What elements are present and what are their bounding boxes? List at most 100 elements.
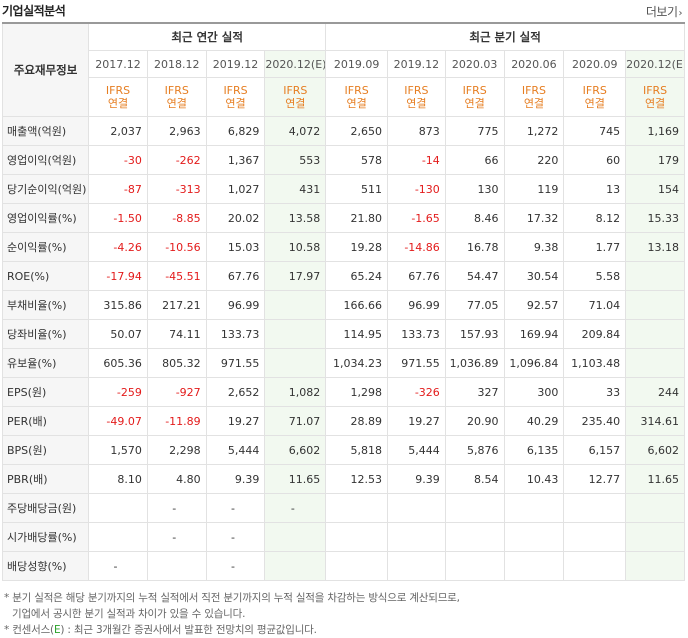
value-cell [264, 348, 327, 378]
value-cell: 2,650 [325, 116, 389, 146]
value-cell: 96.99 [387, 290, 446, 320]
value-cell: -11.89 [146, 406, 207, 436]
basis-cell: IFRS 연결 [444, 77, 505, 117]
value-cell [325, 551, 389, 581]
basis-ifrs: IFRS [642, 84, 668, 97]
basis-consolidated: 연결 [225, 97, 246, 110]
basis-consolidated: 연결 [644, 97, 666, 110]
value-cell: 60 [563, 145, 627, 175]
value-cell: -4.26 [88, 232, 148, 262]
value-cell: -30 [88, 145, 148, 175]
basis-cell: IFRS 연결 [325, 77, 389, 117]
value-cell: 6,157 [563, 435, 627, 465]
value-cell: 133.73 [387, 319, 446, 349]
value-cell: 1,082 [264, 377, 327, 407]
value-cell: 1,570 [88, 435, 148, 465]
value-cell: 220 [503, 145, 565, 175]
value-cell [88, 522, 148, 552]
value-cell [264, 290, 327, 320]
annual-period-header: 2017.12 [88, 50, 148, 78]
value-cell: - [205, 493, 266, 523]
value-cell [503, 551, 565, 581]
row-label: EPS(원) [1, 377, 90, 407]
value-cell: -14.86 [387, 232, 446, 262]
value-cell: 971.55 [387, 348, 446, 378]
value-cell: 65.24 [325, 261, 389, 291]
more-link[interactable]: 더보기› [645, 3, 683, 20]
value-cell: 33 [563, 377, 627, 407]
table-row: 배당성향(%) - - [1, 551, 685, 581]
value-cell: -17.94 [88, 261, 148, 291]
value-cell: -87 [88, 174, 148, 204]
value-cell: 1,169 [625, 116, 685, 146]
value-cell: 96.99 [205, 290, 266, 320]
value-cell: 805.32 [146, 348, 207, 378]
value-cell [625, 290, 685, 320]
value-cell [264, 319, 327, 349]
value-cell: 1,103.48 [563, 348, 627, 378]
table-row: 영업이익(억원) -30 -262 1,367 553 578 -14 66 220 60 179 [1, 145, 685, 175]
value-cell: 12.53 [325, 464, 389, 494]
value-cell: 244 [625, 377, 685, 407]
value-cell: 971.55 [205, 348, 266, 378]
value-cell [563, 522, 627, 552]
basis-ifrs: IFRS [223, 84, 248, 97]
value-cell: 169.94 [503, 319, 565, 349]
value-cell: 40.29 [503, 406, 565, 436]
value-cell: 71.04 [563, 290, 627, 320]
value-cell: - [146, 522, 207, 552]
row-label: ROE(%) [1, 261, 90, 291]
value-cell: -262 [146, 145, 207, 175]
chevron-right-icon: › [678, 8, 683, 19]
value-cell [444, 493, 505, 523]
more-label: 더보기 [645, 5, 678, 19]
value-cell: 74.11 [146, 319, 207, 349]
value-cell: -8.85 [146, 203, 207, 233]
value-cell: 4,072 [264, 116, 327, 146]
value-cell: 17.97 [264, 261, 327, 291]
value-cell [625, 348, 685, 378]
value-cell: 12.77 [563, 464, 627, 494]
note-line-1: * 분기 실적은 해당 분기까지의 누적 실적에서 직전 분기까지의 누적 실적… [4, 592, 460, 604]
value-cell: 50.07 [88, 319, 148, 349]
value-cell [325, 522, 389, 552]
table-row: ROE(%) -17.94 -45.51 67.76 17.97 65.24 67.76 54… [1, 261, 685, 291]
value-cell: 873 [387, 116, 446, 146]
basis-ifrs: IFRS [582, 84, 607, 97]
value-cell: 20.02 [205, 203, 266, 233]
value-cell [625, 319, 685, 349]
value-cell: 67.76 [387, 261, 446, 291]
basis-consolidated: 연결 [464, 97, 485, 110]
basis-ifrs: IFRS [344, 84, 369, 97]
value-cell [264, 522, 327, 552]
table-row: 부채비율(%) 315.86 217.21 96.99 166.66 96.99 77.05… [1, 290, 685, 320]
basis-consolidated: 연결 [584, 97, 605, 110]
value-cell: 5,818 [325, 435, 389, 465]
value-cell: 5,444 [205, 435, 266, 465]
value-cell: 6,602 [264, 435, 327, 465]
value-cell: - [146, 493, 207, 523]
table-row: 순이익률(%) -4.26 -10.56 15.03 10.58 19.28 -14.86 1… [1, 232, 685, 262]
value-cell: 8.46 [444, 203, 505, 233]
value-cell: 5,444 [387, 435, 446, 465]
value-cell: 19.28 [325, 232, 389, 262]
value-cell: 314.61 [625, 406, 685, 436]
row-label: 당좌비율(%) [1, 319, 90, 349]
basis-consolidated: 연결 [107, 97, 129, 110]
value-cell [444, 522, 505, 552]
basis-cell: IFRS 연결 [503, 77, 565, 117]
quarter-period-header: 2019.09 [325, 50, 389, 78]
value-cell: 553 [264, 145, 327, 175]
table-row: 주당배당금(원) - - - [1, 493, 685, 523]
value-cell: 133.73 [205, 319, 266, 349]
value-cell: 217.21 [146, 290, 207, 320]
value-cell [625, 551, 685, 581]
value-cell: 2,037 [88, 116, 148, 146]
value-cell: 154 [625, 174, 685, 204]
row-label: BPS(원) [1, 435, 90, 465]
value-cell: 179 [625, 145, 685, 175]
row-label: 시가배당률(%) [1, 522, 90, 552]
value-cell: 209.84 [563, 319, 627, 349]
value-cell [325, 493, 389, 523]
basis-cell: IFRS 연결 [387, 77, 446, 117]
